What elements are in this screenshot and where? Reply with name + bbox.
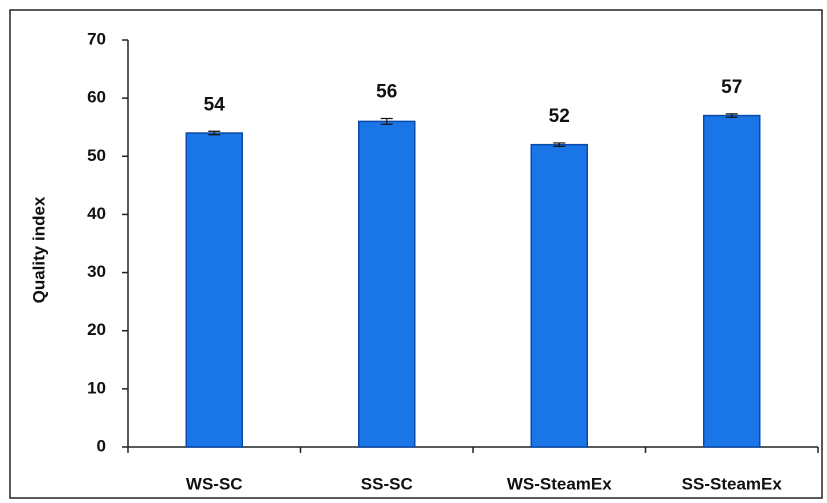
error-bar [208,130,221,136]
x-tick-label: WS-SteamEx [507,474,612,493]
y-tick-label: 70 [87,29,106,48]
y-tick-label: 10 [87,378,106,397]
y-tick-label: 60 [87,88,106,107]
bar [358,120,416,448]
error-bar [725,113,738,118]
x-tick-label: SS-SteamEx [682,474,783,493]
data-label: 52 [549,106,570,127]
y-tick-label: 0 [97,436,106,455]
y-axis-label: Quality index [29,196,48,303]
bar [185,132,243,448]
bar [703,114,761,448]
x-tick-label: WS-SC [186,474,243,493]
frame [9,9,823,499]
y-tick-label: 50 [87,146,106,165]
error-bar [553,142,566,148]
bar [530,143,588,448]
y-tick-label: 40 [87,204,106,223]
y-tick-label: 30 [87,262,106,281]
data-label: 57 [721,77,742,98]
error-bar [380,117,393,125]
y-tick-label: 20 [87,320,106,339]
data-label: 54 [204,94,226,115]
x-tick-label: SS-SC [361,474,413,493]
data-label: 56 [376,82,397,103]
